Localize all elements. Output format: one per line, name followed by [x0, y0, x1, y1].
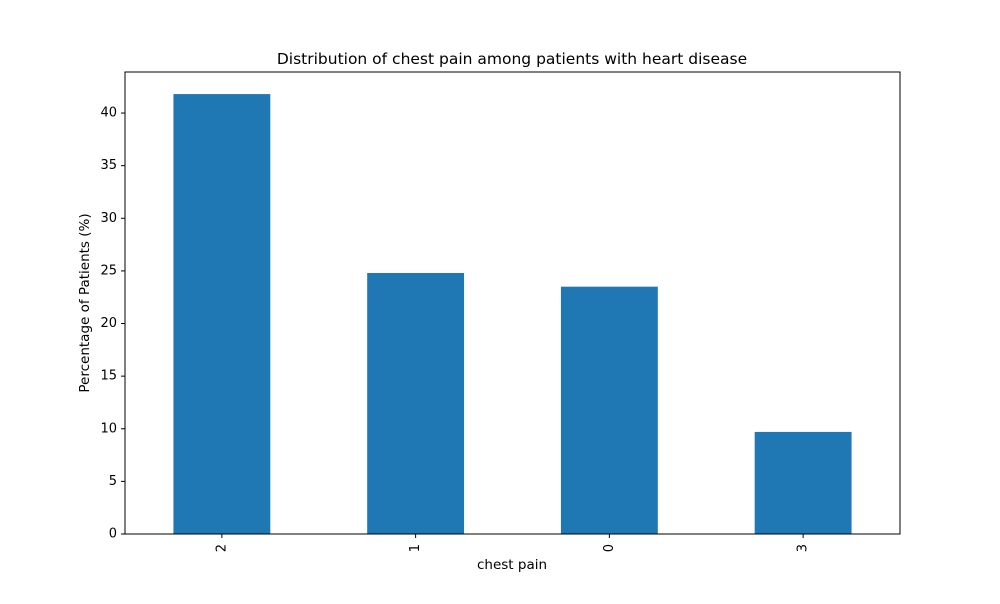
y-tick-label: 15	[100, 369, 117, 384]
y-tick-label: 20	[100, 316, 117, 331]
y-tick-label: 10	[100, 421, 117, 436]
plot-frame	[124, 71, 901, 535]
x-axis-label: chest pain	[477, 557, 547, 573]
y-tick-label: 0	[109, 527, 117, 542]
chart-title: Distribution of chest pain among patient…	[277, 50, 747, 68]
bar-2	[173, 94, 271, 535]
x-tick-label: 0	[602, 544, 617, 552]
x-tick-label: 1	[408, 544, 423, 552]
y-axis: 0 5 10 15 20 25 30 35 40	[100, 106, 125, 542]
x-tick-label: 3	[796, 544, 811, 552]
y-tick-label: 30	[100, 211, 117, 226]
y-tick-label: 5	[109, 474, 117, 489]
y-tick-label: 35	[100, 158, 117, 173]
y-axis-label: Percentage of Patients (%)	[77, 213, 93, 392]
y-tick-label: 40	[100, 106, 117, 121]
bar-1	[367, 273, 465, 534]
x-tick-label: 2	[214, 544, 229, 552]
bar-3	[754, 431, 852, 534]
bar-0	[560, 286, 658, 534]
x-axis: 2 1 0 3	[214, 534, 811, 552]
y-tick-label: 25	[100, 263, 117, 278]
bars-group	[173, 94, 852, 535]
